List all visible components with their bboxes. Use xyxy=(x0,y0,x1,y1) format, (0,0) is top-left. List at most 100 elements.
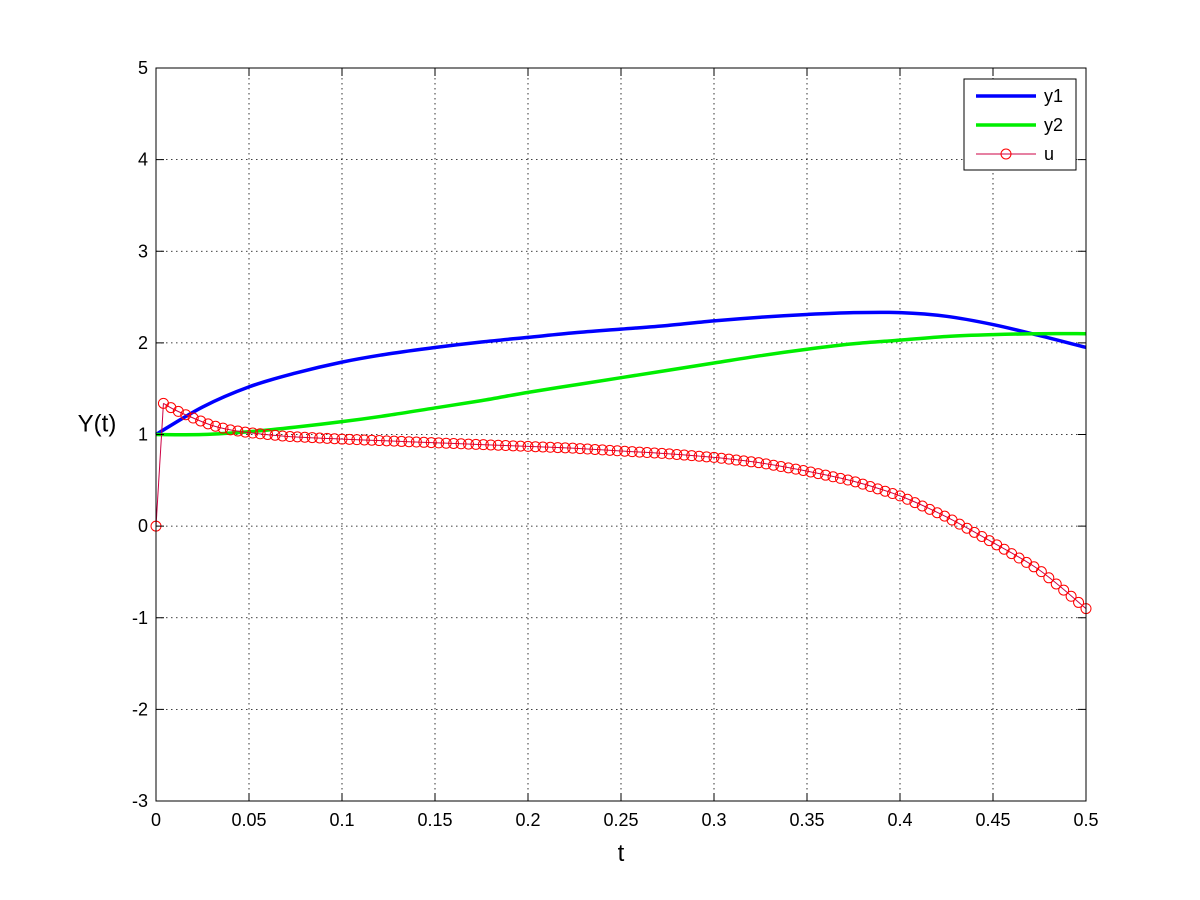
data-point-u xyxy=(477,439,489,451)
y-axis-label: Y(t) xyxy=(78,411,117,438)
data-point-u xyxy=(686,450,698,462)
data-point-u xyxy=(224,424,236,436)
data-point-u xyxy=(239,426,251,438)
data-point-u xyxy=(284,431,296,443)
data-point-u xyxy=(507,440,519,452)
legend[interactable]: y1 y2 u xyxy=(963,78,1077,171)
data-point-u xyxy=(180,409,192,421)
data-point-u xyxy=(842,474,854,486)
data-point-u xyxy=(388,435,400,447)
data-point-u xyxy=(559,442,571,454)
data-point-u xyxy=(470,438,482,450)
x-tick-label: 0.2 xyxy=(515,810,540,830)
x-tick-label: 0.05 xyxy=(231,810,266,830)
data-point-u xyxy=(708,451,720,463)
data-point-u xyxy=(582,443,594,455)
data-point-u xyxy=(820,469,832,481)
data-point-u xyxy=(515,440,527,452)
data-point-u xyxy=(529,441,541,453)
data-point-u xyxy=(351,434,363,446)
series-u xyxy=(150,397,1092,615)
grid xyxy=(156,68,1086,801)
data-point-u xyxy=(701,451,713,463)
x-tick-label: 0 xyxy=(151,810,161,830)
data-point-u xyxy=(626,446,638,458)
data-point-u xyxy=(172,405,184,417)
legend-label-u: u xyxy=(1044,144,1054,164)
series-line-y1 xyxy=(155,310,1087,437)
x-tick-label: 0.15 xyxy=(417,810,452,830)
data-point-u xyxy=(440,437,452,449)
legend-item-y1[interactable]: y1 xyxy=(976,86,1063,106)
series-line-u xyxy=(163,402,1087,609)
data-point-u xyxy=(381,435,393,447)
data-point-u xyxy=(879,485,891,497)
data-point-u xyxy=(797,464,809,476)
data-point-u xyxy=(1065,590,1077,602)
data-point-u xyxy=(634,446,646,458)
data-point-u xyxy=(849,476,861,488)
data-point-u xyxy=(291,431,303,443)
data-point-u xyxy=(812,468,824,480)
data-point-u xyxy=(641,447,653,459)
x-tick-label: 0.5 xyxy=(1073,810,1098,830)
series-line-y2 xyxy=(155,331,1087,437)
tick-labels: 0 0.05 0.1 0.15 0.2 0.25 0.3 0.35 0.4 0.45 0.5 -3 -2… xyxy=(132,58,1099,830)
data-point-u xyxy=(864,481,876,493)
y-tick-label: 3 xyxy=(138,241,148,261)
data-point-u xyxy=(678,449,690,461)
series-line-u xyxy=(155,403,164,527)
data-point-u xyxy=(611,445,623,457)
data-point-u xyxy=(663,448,675,460)
data-point-u xyxy=(217,422,229,434)
data-point-u xyxy=(455,438,467,450)
data-point-u xyxy=(321,432,333,444)
data-point-u xyxy=(1058,584,1070,596)
data-point-u xyxy=(314,432,326,444)
y-tick-label: 5 xyxy=(138,58,148,78)
data-point-u xyxy=(418,436,430,448)
data-point-u xyxy=(604,444,616,456)
data-point-u xyxy=(574,443,586,455)
data-point-u xyxy=(901,493,913,505)
data-point-u xyxy=(931,507,943,519)
y-tick-label: 0 xyxy=(138,516,148,536)
data-point-u xyxy=(366,434,378,446)
data-point-u xyxy=(924,503,936,515)
data-point-u xyxy=(857,478,869,490)
legend-label-y1: y1 xyxy=(1044,86,1063,106)
data-point-u xyxy=(522,440,534,452)
data-point-u xyxy=(299,431,311,443)
y-tick-label: 1 xyxy=(138,425,148,445)
y-tick-label: 4 xyxy=(138,150,148,170)
data-point-u xyxy=(909,497,921,509)
legend-item-y2[interactable]: y2 xyxy=(976,115,1063,135)
ticks xyxy=(155,67,1087,802)
data-point-u xyxy=(276,430,288,442)
data-point-u xyxy=(403,436,415,448)
data-point-u xyxy=(1043,572,1055,584)
data-point-u xyxy=(827,471,839,483)
data-point-u xyxy=(202,418,214,430)
y-tick-label: -3 xyxy=(132,791,148,811)
data-point-u xyxy=(782,462,794,474)
y-tick-label: -1 xyxy=(132,608,148,628)
data-point-u xyxy=(232,425,244,437)
legend-item-u[interactable]: u xyxy=(976,144,1054,164)
data-point-u xyxy=(247,427,259,439)
data-point-u xyxy=(544,441,556,453)
data-point-u xyxy=(745,456,757,468)
x-tick-label: 0.35 xyxy=(789,810,824,830)
data-point-u xyxy=(1050,578,1062,590)
data-point-u xyxy=(373,435,385,447)
data-point-u xyxy=(619,445,631,457)
series-y2 xyxy=(155,331,1087,437)
data-point-u xyxy=(693,450,705,462)
data-point-u xyxy=(269,429,281,441)
data-point-u xyxy=(730,454,742,466)
data-point-u xyxy=(894,490,906,502)
data-point-u xyxy=(656,447,668,459)
data-point-u xyxy=(433,437,445,449)
data-point-u xyxy=(462,438,474,450)
data-point-u xyxy=(492,439,504,451)
